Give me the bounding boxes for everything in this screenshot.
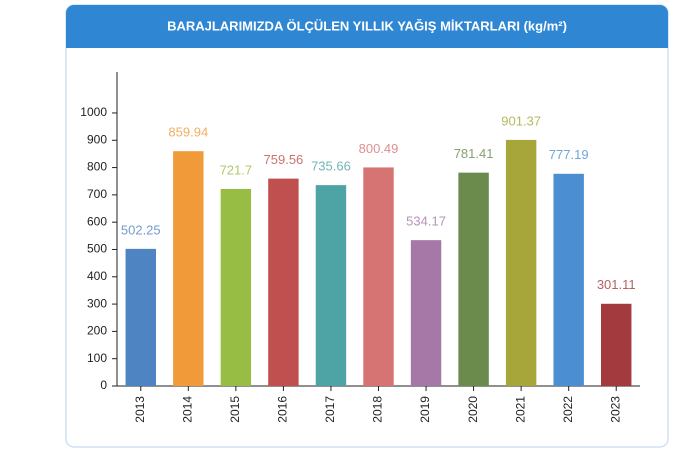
x-tick-label: 2018	[371, 396, 385, 423]
y-tick-label: 300	[87, 296, 107, 310]
bar	[553, 173, 584, 386]
value-label: 534.17	[406, 214, 446, 229]
bar	[410, 240, 442, 386]
value-label: 759.56	[264, 152, 304, 167]
header	[66, 5, 668, 48]
value-label: 721.7	[220, 162, 253, 177]
bar	[173, 151, 204, 386]
y-tick-label: 600	[87, 214, 107, 228]
value-label: 800.49	[359, 141, 399, 156]
value-label: 859.94	[168, 125, 208, 140]
x-tick-label: 2020	[466, 396, 480, 423]
bar	[505, 139, 537, 386]
value-label: 735.66	[311, 159, 351, 174]
x-tick-label: 2017	[323, 396, 337, 423]
y-tick-label: 200	[87, 324, 107, 338]
bar	[601, 303, 632, 386]
chart-title: BARAJLARIMIZDA ÖLÇÜLEN YILLIK YAĞIŞ MİKT…	[167, 18, 567, 33]
bar	[220, 188, 252, 386]
x-tick-label: 2021	[513, 396, 527, 423]
value-label: 301.11	[597, 277, 636, 292]
x-tick-label: 2016	[276, 396, 290, 423]
y-tick-label: 400	[87, 269, 107, 283]
y-tick-label: 100	[87, 351, 107, 365]
bar	[363, 167, 394, 386]
x-tick-label: 2019	[418, 396, 432, 423]
bar	[315, 185, 347, 386]
bar	[458, 172, 489, 386]
y-tick-label: 700	[87, 187, 107, 201]
y-tick-label: 500	[87, 242, 107, 256]
value-label: 777.19	[549, 147, 589, 162]
bar	[125, 248, 156, 386]
value-label: 781.41	[454, 146, 494, 161]
y-tick-label: 800	[87, 160, 107, 174]
x-tick-label: 2015	[228, 396, 242, 423]
x-tick-label: 2014	[180, 396, 194, 423]
y-tick-label: 1000	[80, 105, 107, 119]
x-tick-label: 2013	[133, 396, 147, 423]
value-label: 901.37	[501, 113, 541, 128]
y-tick-label: 0	[100, 378, 107, 392]
y-tick-label: 900	[87, 132, 107, 146]
bar	[268, 178, 299, 386]
value-label: 502.25	[121, 222, 161, 237]
x-tick-label: 2023	[608, 396, 622, 423]
x-tick-label: 2022	[561, 396, 575, 423]
